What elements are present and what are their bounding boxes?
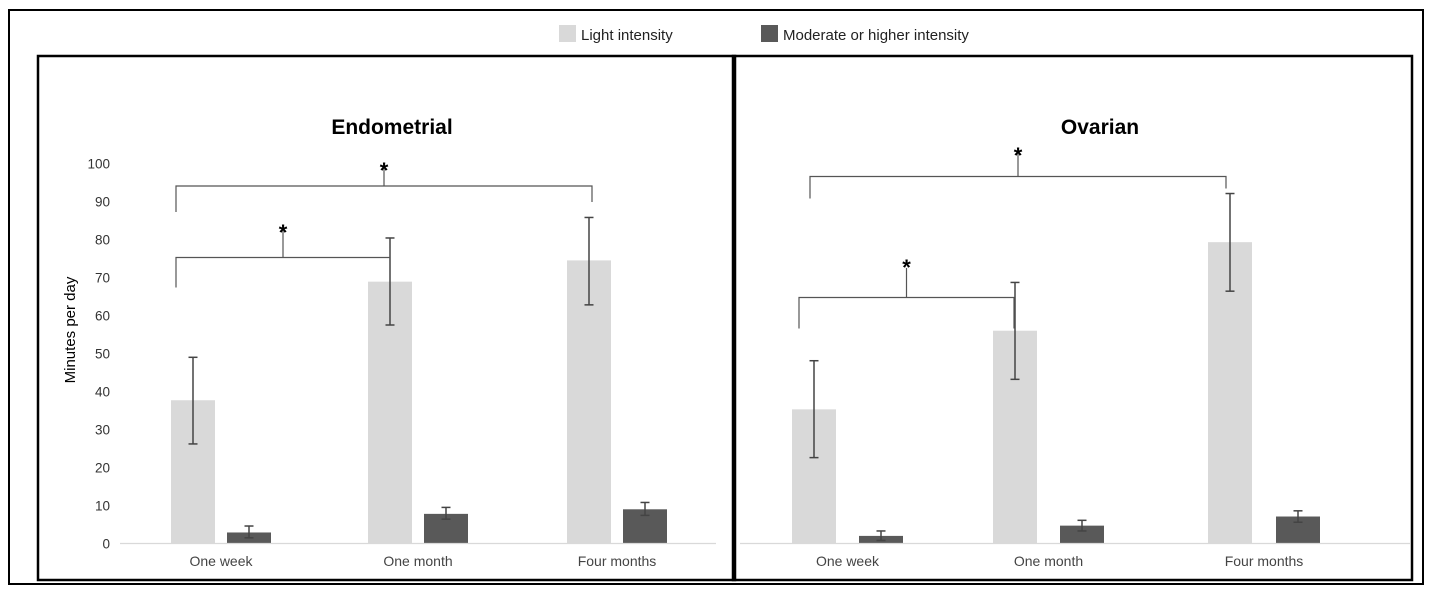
y-tick-label: 10 [95,499,110,514]
significance-star: * [279,220,288,245]
legend: Light intensity Moderate or higher inten… [559,25,969,44]
endometrial-chart: Endometrial 0 10 20 30 40 50 60 70 80 90 100 One wee… [87,116,716,569]
x-tick-label: Four months [578,553,657,569]
y-tick-label: 40 [95,385,110,400]
error-bar [188,356,198,445]
significance-star: * [380,158,389,183]
x-tick-label: One week [816,553,880,569]
error-bar [244,525,254,539]
legend-label-moderate: Moderate or higher intensity [783,27,969,44]
chart-title: Endometrial [331,116,452,139]
x-tick-label: One month [383,553,452,569]
legend-swatch-moderate [761,25,778,42]
panel-ovarian [731,54,1414,582]
x-tick-label: One week [189,553,253,569]
bar-light-2 [1208,242,1252,544]
significance-star: * [902,255,911,280]
y-tick-label: 80 [95,233,110,248]
significance-bracket [175,226,391,288]
significance-bracket [809,153,1227,199]
y-axis-title: Minutes per day [62,276,79,383]
y-tick-label: 70 [95,271,110,286]
y-tick-label: 60 [95,309,110,324]
legend-swatch-light [559,25,576,42]
chart-title: Ovarian [1061,116,1139,139]
outer-frame [8,9,1424,585]
y-tick-label: 30 [95,423,110,438]
y-tick-label: 50 [95,347,110,362]
error-bar [876,530,886,542]
significance-star: * [1014,143,1023,168]
error-bar [441,506,451,520]
error-bar [640,501,650,517]
error-bar [809,359,819,459]
y-tick-label: 0 [102,537,110,552]
x-tick-label: One month [1014,553,1083,569]
y-tick-label: 100 [87,157,110,172]
significance-bracket [175,164,593,212]
bar-light-2 [567,260,611,544]
significance-bracket [798,268,1015,329]
error-bar [1293,510,1303,523]
error-bar [1077,519,1087,532]
bar-moderate-1 [1060,525,1104,544]
y-tick-label: 90 [95,195,110,210]
error-bar [584,216,594,306]
error-bar [1010,281,1020,381]
y-tick-label: 20 [95,461,110,476]
legend-label-light: Light intensity [581,27,673,44]
panel-endometrial [36,54,737,582]
x-tick-label: Four months [1225,553,1304,569]
error-bar [1225,192,1235,292]
ovarian-chart: Ovarian One week One month Four months * * [740,116,1410,569]
